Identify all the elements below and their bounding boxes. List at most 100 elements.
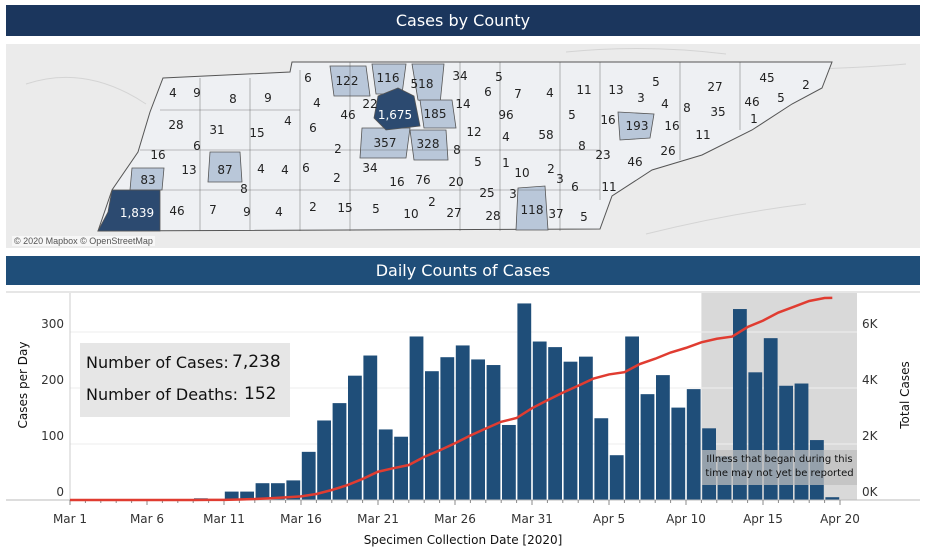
deaths-label: Number of Deaths: — [86, 385, 238, 404]
county-count-label: 5 — [652, 75, 660, 89]
county-count-label: 116 — [377, 71, 400, 85]
county-count-label: 3 — [637, 91, 645, 105]
county-count-label: 6 — [193, 139, 201, 153]
county-count-label: 6 — [302, 161, 310, 175]
bar-apr-10 — [671, 407, 686, 500]
county-count-label: 4 — [257, 162, 265, 176]
county-count-label: 4 — [284, 114, 292, 128]
county-count-label: 31 — [209, 123, 224, 137]
county-count-label: 34 — [452, 69, 467, 83]
county-count-label: 9 — [243, 205, 251, 219]
county-count-label: 46 — [744, 95, 759, 109]
county-count-label: 357 — [374, 136, 397, 150]
bar-mar-20 — [348, 375, 362, 500]
county-count-label: 46 — [169, 204, 184, 218]
bar-mar-27 — [455, 345, 470, 500]
county-count-label: 9 — [193, 86, 201, 100]
county-count-label: 11 — [601, 180, 616, 194]
bar-mar-16 — [286, 480, 301, 500]
y-axis-right-title: Total Cases — [898, 361, 912, 429]
county-count-label: 26 — [660, 144, 675, 158]
bar-mar-30 — [502, 424, 516, 500]
x-tick-label: Mar 1 — [53, 512, 87, 526]
county-count-label: 16 — [389, 175, 404, 189]
county-count-label: 4 — [281, 163, 289, 177]
county-count-label: 37 — [548, 207, 563, 221]
bar-apr-1 — [532, 341, 547, 500]
x-tick-label: Apr 10 — [666, 512, 706, 526]
county-count-label: 6 — [571, 180, 579, 194]
x-tick-label: Apr 20 — [820, 512, 860, 526]
county-count-label: 8 — [453, 143, 461, 157]
county-count-label: 4 — [661, 97, 669, 111]
x-tick-label: Mar 21 — [357, 512, 399, 526]
x-tick-label: Mar 11 — [203, 512, 245, 526]
map-background-lines — [25, 47, 907, 235]
bar-apr-5 — [594, 418, 609, 500]
county-count-label: 11 — [576, 83, 591, 97]
x-tick-label: Mar 31 — [511, 512, 553, 526]
bar-mar-23 — [394, 436, 408, 500]
county-count-label: 1 — [750, 112, 758, 126]
county-count-label: 193 — [626, 119, 649, 133]
county-count-label: 9 — [264, 91, 272, 105]
bar-mar-24 — [409, 336, 424, 500]
county-count-label: 46 — [627, 155, 642, 169]
county-shaded — [419, 99, 457, 129]
county-davidson — [373, 87, 421, 131]
county-count-label: 4 — [169, 86, 177, 100]
county-count-label: 35 — [710, 105, 725, 119]
y-right-tick-label: 2K — [862, 429, 879, 443]
map-attribution[interactable]: © 2020 Mapbox © OpenStreetMap — [12, 236, 155, 246]
county-shaded — [515, 185, 549, 231]
x-tick-label: Apr 5 — [593, 512, 625, 526]
reporting-delay-note: Illness that began during this time may … — [702, 450, 857, 485]
county-count-label: 8 — [578, 139, 586, 153]
county-count-label: 2 — [547, 162, 555, 176]
county-count-label: 5 — [777, 91, 785, 105]
bar-apr-20 — [825, 497, 840, 500]
bar-apr-7 — [625, 336, 639, 500]
bar-mar-12 — [224, 491, 239, 500]
county-count-label: 5 — [568, 108, 576, 122]
county-count-label: 23 — [595, 148, 610, 162]
county-count-label: 58 — [538, 128, 553, 142]
total-cases-line — [70, 296, 833, 502]
bar-mar-15 — [271, 483, 285, 500]
county-count-label: 28 — [485, 209, 500, 223]
bar-apr-2 — [548, 347, 562, 500]
chart-panel-title: Daily Counts of Cases — [6, 256, 920, 285]
x-tick-label: Mar 16 — [280, 512, 322, 526]
county-count-label: 2 — [334, 142, 342, 156]
county-count-label: 5 — [495, 70, 503, 84]
y-tick-label: 0 — [56, 485, 64, 499]
county-count-label: 122 — [336, 74, 359, 88]
county-count-label: 4 — [502, 130, 510, 144]
bar-apr-8 — [640, 394, 655, 500]
bar-mar-26 — [440, 357, 455, 500]
county-count-label: 16 — [664, 119, 679, 133]
county-count-label: 46 — [340, 108, 355, 122]
county-shaded — [207, 151, 243, 183]
county-count-label: 6 — [484, 85, 492, 99]
county-count-label: 13 — [181, 163, 196, 177]
county-count-label: 27 — [707, 80, 722, 94]
x-axis-title: Specimen Collection Date [2020] — [363, 533, 563, 547]
bar-apr-11 — [686, 389, 701, 500]
county-count-label: 3 — [556, 172, 564, 186]
county-map[interactable]: 4 9 8 9 6 122 116 518 34 5 6 7 4 11 13 5 3 4 8 27 45 2 46 5 1 35 4… — [6, 44, 920, 248]
y-tick-label: 100 — [41, 429, 64, 443]
bar-mar-28 — [471, 359, 485, 500]
y-right-tick-label: 0K — [862, 485, 879, 499]
bar-mar-29 — [486, 365, 501, 500]
county-count-label: 87 — [217, 163, 232, 177]
county-count-label: 1,839 — [120, 206, 154, 220]
bar-mar-17 — [301, 451, 316, 500]
county-count-label: 8 — [229, 92, 237, 106]
county-count-label: 2 — [333, 171, 341, 185]
bar-mar-18 — [317, 420, 331, 500]
y-tick-label: 200 — [41, 373, 64, 387]
bar-apr-3 — [563, 361, 578, 500]
x-tick-label: Apr 15 — [743, 512, 783, 526]
county-count-label: 10 — [514, 166, 529, 180]
